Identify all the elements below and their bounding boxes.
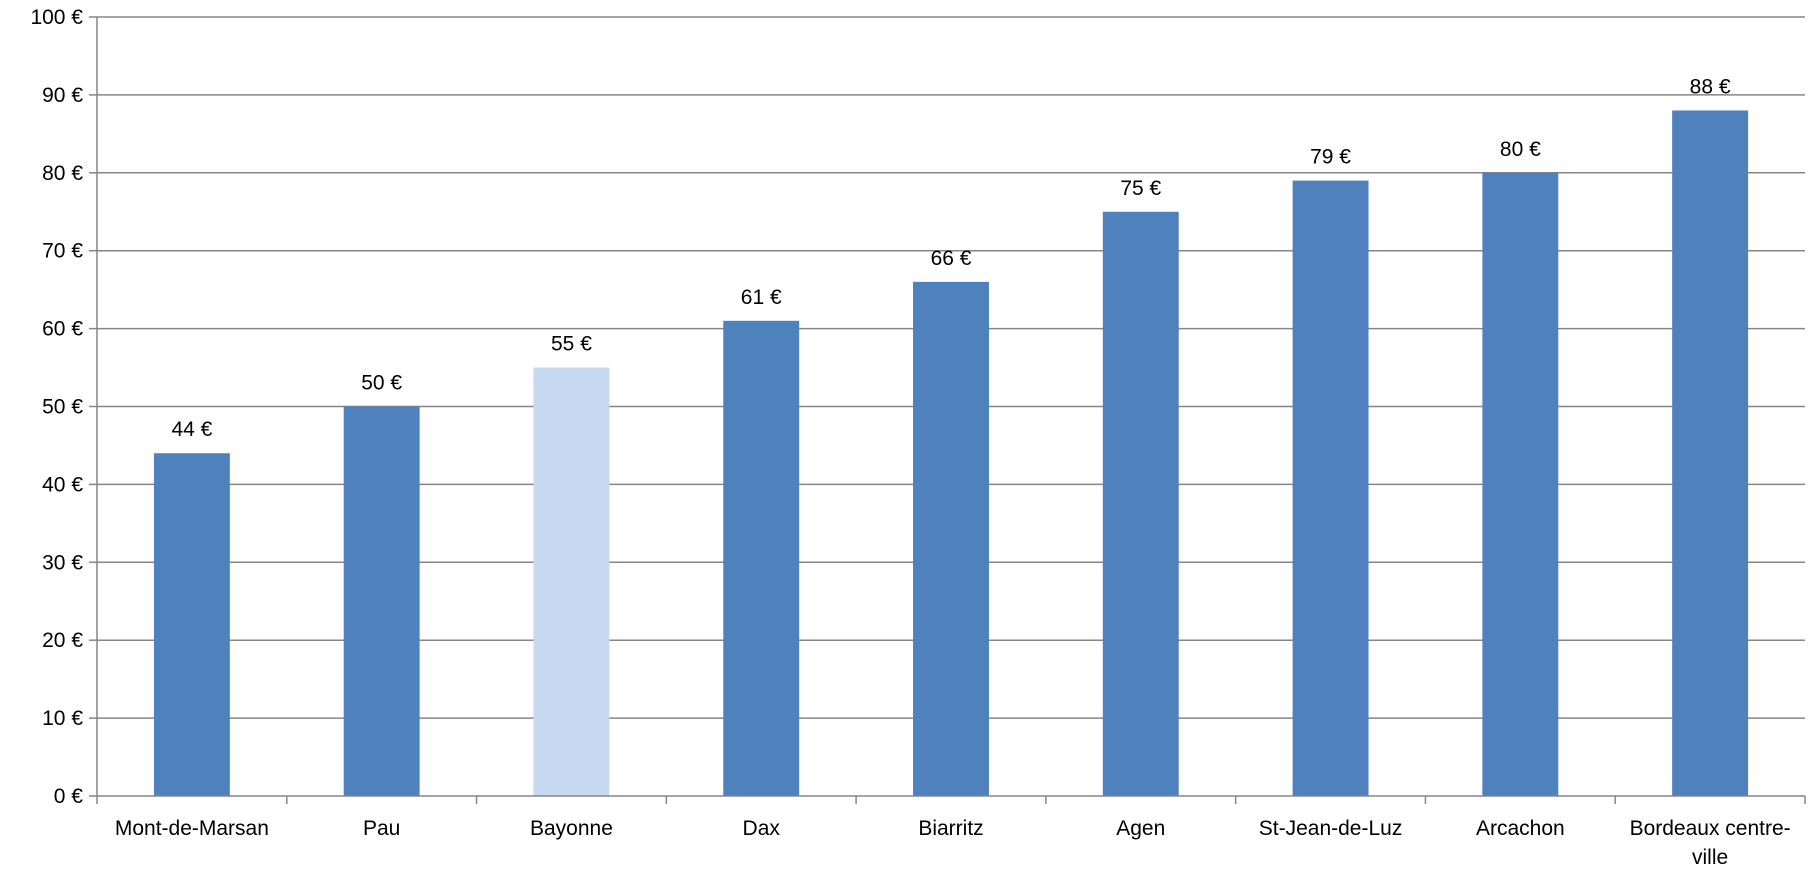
data-label: 75 € [1120,177,1161,200]
y-tick-label: 90 € [42,84,83,107]
y-tick-label: 80 € [42,162,83,185]
data-label: 66 € [931,247,972,270]
data-label: 44 € [171,418,212,441]
axes [89,16,1806,804]
y-tick-label: 60 € [42,318,83,341]
bars [153,110,1749,797]
x-category-label: Bordeaux centre-ville [1630,817,1791,869]
y-tick-label: 10 € [42,707,83,730]
bar-bordeaux-centre-ville [1672,110,1749,797]
data-label: 61 € [741,286,782,309]
y-tick-label: 70 € [42,240,83,263]
x-category-label: Arcachon [1476,817,1565,840]
x-category-label: Biarritz [918,817,983,840]
y-tick-label: 50 € [42,396,83,419]
bar-bayonne [533,367,610,796]
x-category-label: Mont-de-Marsan [115,817,269,840]
bar-mont-de-marsan [153,453,230,796]
bar-pau [343,406,420,796]
y-tick-label: 100 € [30,6,83,29]
y-tick-label: 0 € [54,785,84,808]
data-label: 80 € [1500,138,1541,161]
y-tick-label: 30 € [42,551,83,574]
y-tick-label: 20 € [42,629,83,652]
y-tick-label: 40 € [42,473,83,496]
bar-dax [723,320,800,796]
x-category-label: Bayonne [530,817,613,840]
data-label: 88 € [1690,75,1731,98]
x-category-label: Pau [363,817,400,840]
bar-biarritz [913,281,989,796]
data-label: 55 € [551,333,592,356]
data-label: 50 € [361,372,402,395]
bar-agen [1102,211,1179,796]
labels: 0 € 10 € 20 € 30 € 40 € 50 € 60 € 70 € 80 € 90 € 1… [30,6,1790,869]
data-label: 79 € [1310,146,1351,169]
bar-st-jean-de-luz [1292,180,1369,797]
x-category-label: Dax [743,817,781,840]
x-category-label: Agen [1116,817,1165,840]
bar-arcachon [1482,172,1559,797]
x-category-label: St-Jean-de-Luz [1259,817,1403,840]
